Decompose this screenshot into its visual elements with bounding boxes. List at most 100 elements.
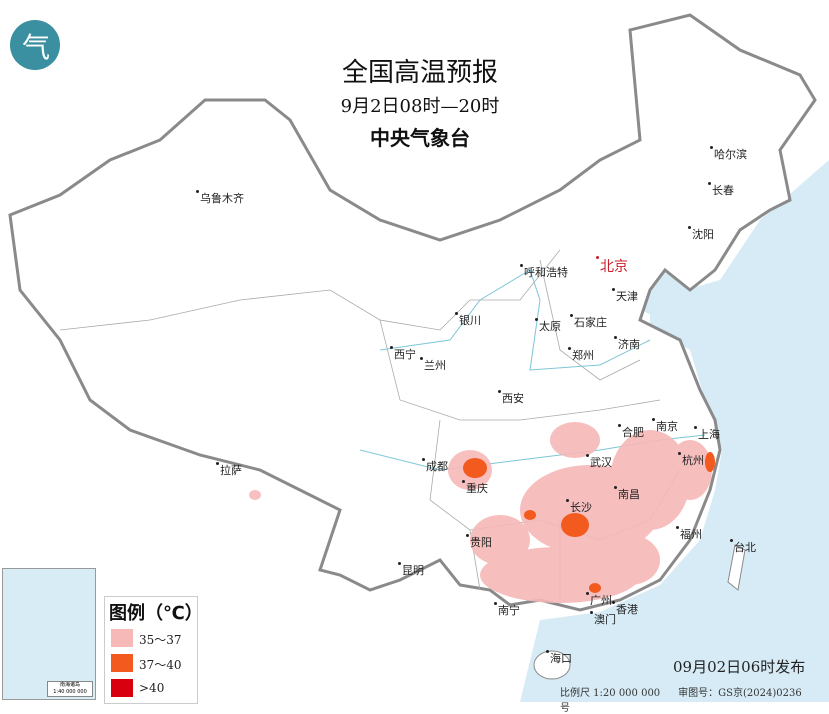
- city-name: 兰州: [424, 359, 446, 372]
- city-dot-icon: [568, 347, 571, 350]
- city-label: 西宁: [390, 346, 416, 362]
- city-name: 南昌: [618, 488, 640, 501]
- city-label: 合肥: [618, 424, 644, 440]
- agency-name: 中央气象台: [370, 126, 470, 150]
- city-name: 昆明: [402, 564, 424, 577]
- city-dot-icon: [586, 592, 589, 595]
- city-dot-icon: [612, 288, 615, 291]
- city-label: 杭州: [678, 452, 704, 468]
- city-dot-icon: [676, 526, 679, 529]
- city-name: 成都: [426, 460, 448, 473]
- legend-item-37-40: 37～40: [111, 654, 191, 674]
- city-label: 哈尔滨: [710, 146, 747, 162]
- city-dot-icon: [614, 486, 617, 489]
- city-dot-icon: [612, 601, 615, 604]
- hainan: [533, 650, 571, 680]
- city-dot-icon: [708, 182, 711, 185]
- city-label: 兰州: [420, 357, 446, 373]
- city-name: 太原: [539, 320, 561, 333]
- taiwan: [727, 544, 746, 591]
- city-dot-icon: [196, 190, 199, 193]
- city-name: 哈尔滨: [714, 148, 747, 161]
- city-dot-icon: [546, 650, 549, 653]
- city-label: 上海: [694, 426, 720, 442]
- city-dot-icon: [535, 318, 538, 321]
- city-label: 石家庄: [570, 314, 607, 330]
- city-label: 拉萨: [216, 462, 242, 478]
- city-dot-icon: [420, 357, 423, 360]
- city-dot-icon: [710, 146, 713, 149]
- city-label: 乌鲁木齐: [196, 190, 244, 206]
- legend-title: 图例（℃）: [109, 603, 203, 624]
- city-label: 长春: [708, 182, 734, 198]
- city-label: 重庆: [462, 480, 488, 496]
- city-dot-icon: [466, 534, 469, 537]
- city-label: 西安: [498, 390, 524, 406]
- city-name: 拉萨: [220, 464, 242, 477]
- city-label: 贵阳: [466, 534, 492, 550]
- forecast-period: 9月2日08时—20时: [340, 96, 500, 117]
- map-scale: 比例尺 1:20 000 000: [560, 688, 661, 699]
- city-label: 海口: [546, 650, 572, 666]
- city-label: 武汉: [586, 454, 612, 470]
- city-dot-icon: [216, 462, 219, 465]
- city-name: 上海: [698, 428, 720, 441]
- city-name: 西安: [502, 392, 524, 405]
- legend-swatch: [111, 629, 133, 647]
- city-dot-icon: [520, 264, 523, 267]
- city-label: 台北: [730, 539, 756, 555]
- cma-logo: 气: [10, 20, 60, 70]
- city-dot-icon: [498, 390, 501, 393]
- city-name: 广州: [590, 594, 612, 607]
- city-label: 南京: [652, 418, 678, 434]
- map-title: 全国高温预报: [341, 58, 498, 88]
- city-name: 福州: [680, 528, 702, 541]
- city-dot-icon: [596, 256, 599, 259]
- city-name: 台北: [734, 541, 756, 554]
- city-label: 澳门: [590, 611, 616, 627]
- city-name: 香港: [616, 603, 638, 616]
- heat-35-37: [249, 422, 712, 603]
- city-label: 广州: [586, 592, 612, 608]
- city-dot-icon: [570, 314, 573, 317]
- legend-item-gt40: >40: [111, 679, 191, 699]
- city-dot-icon: [494, 602, 497, 605]
- city-label: 天津: [612, 288, 638, 304]
- city-dot-icon: [678, 452, 681, 455]
- city-dot-icon: [566, 499, 569, 502]
- city-dot-icon: [455, 312, 458, 315]
- issued-time: 09月02日06时发布: [673, 658, 806, 676]
- city-name: 澳门: [594, 613, 616, 626]
- city-name: 济南: [618, 338, 640, 351]
- south-china-sea-inset: 南海诸岛 1:40 000 000: [2, 568, 96, 700]
- city-label: 南昌: [614, 486, 640, 502]
- city-name: 长沙: [570, 501, 592, 514]
- legend: 图例（℃） 35～37 37～40 >40: [104, 596, 203, 704]
- city-name: 南京: [656, 420, 678, 433]
- city-dot-icon: [398, 562, 401, 565]
- heat-37-40: [463, 452, 715, 593]
- map-footer: 比例尺 1:20 000 000 审图号：GS京(2024)0236号: [560, 684, 829, 714]
- city-name: 呼和浩特: [524, 266, 568, 279]
- city-dot-icon: [618, 424, 621, 427]
- legend-swatch: [111, 654, 133, 672]
- city-dot-icon: [390, 346, 393, 349]
- city-name: 乌鲁木齐: [200, 192, 244, 205]
- city-dot-icon: [590, 611, 593, 614]
- inset-label: 南海诸岛 1:40 000 000: [47, 681, 93, 697]
- city-name: 杭州: [682, 454, 704, 467]
- city-name: 天津: [616, 290, 638, 303]
- city-label: 香港: [612, 601, 638, 617]
- city-label: 福州: [676, 526, 702, 542]
- city-dot-icon: [462, 480, 465, 483]
- city-dot-icon: [614, 336, 617, 339]
- legend-item-35-37: 35～37: [111, 629, 191, 649]
- city-label: 北京: [596, 256, 628, 276]
- city-dot-icon: [730, 539, 733, 542]
- city-name: 南宁: [498, 604, 520, 617]
- ocean: [520, 160, 829, 702]
- city-dot-icon: [694, 426, 697, 429]
- city-name: 重庆: [466, 482, 488, 495]
- city-label: 成都: [422, 458, 448, 474]
- city-name: 贵阳: [470, 536, 492, 549]
